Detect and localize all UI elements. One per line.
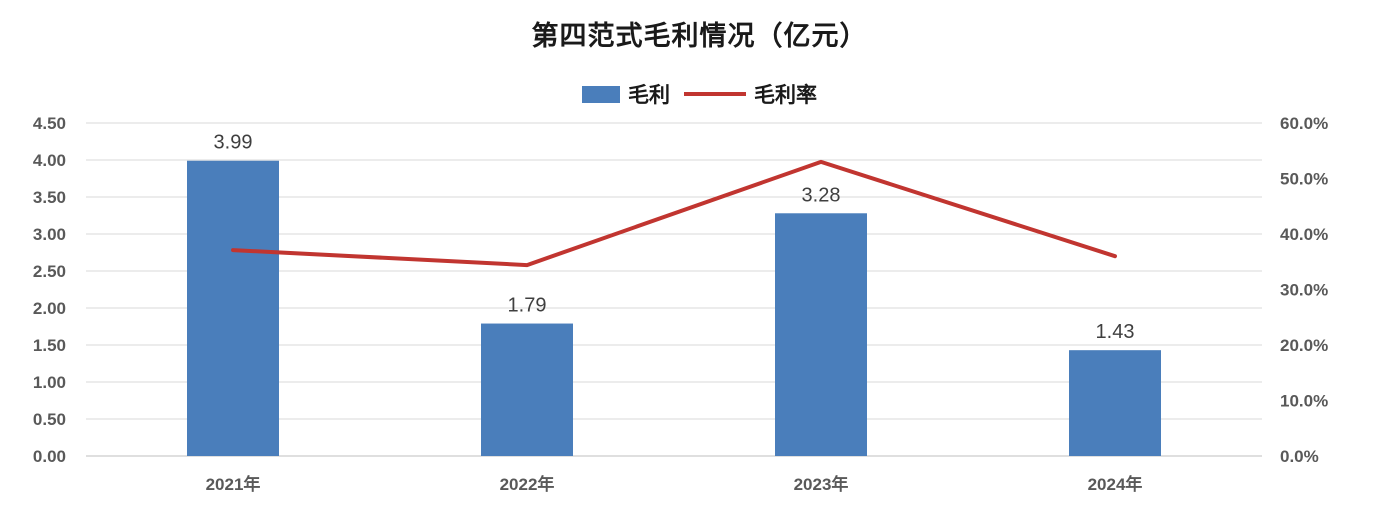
legend-label-gross-margin: 毛利率 bbox=[754, 83, 817, 107]
x-axis-label: 2022年 bbox=[500, 474, 555, 494]
right-axis-tick-label: 50.0% bbox=[1280, 170, 1328, 189]
bar-2023年 bbox=[775, 213, 867, 456]
right-axis-tick-label: 10.0% bbox=[1280, 392, 1328, 411]
left-axis-tick-label: 2.00 bbox=[33, 299, 66, 318]
left-axis-tick-label: 4.50 bbox=[33, 114, 66, 133]
legend-item-gross-margin: 毛利率 bbox=[684, 79, 817, 109]
legend-label-gross-profit: 毛利 bbox=[628, 83, 670, 107]
bar-2024年 bbox=[1069, 350, 1161, 456]
left-axis-tick-label: 1.00 bbox=[33, 373, 66, 392]
line-series-swatch-icon bbox=[684, 92, 746, 96]
legend-item-gross-profit: 毛利 bbox=[582, 79, 670, 109]
x-axis-label: 2024年 bbox=[1088, 474, 1143, 494]
bar-series-swatch-icon bbox=[582, 85, 620, 103]
gross-margin-line bbox=[231, 159, 1117, 268]
bar-value-label: 1.79 bbox=[508, 295, 547, 317]
left-axis-tick-label: 0.50 bbox=[33, 410, 66, 429]
bar-value-label: 3.99 bbox=[214, 132, 253, 154]
left-axis-tick-label: 2.50 bbox=[33, 262, 66, 281]
left-axis-tick-label: 0.00 bbox=[33, 447, 66, 466]
bar-value-label: 1.43 bbox=[1096, 321, 1135, 343]
bar-2021年 bbox=[187, 160, 279, 457]
right-axis-tick-label: 0.0% bbox=[1280, 447, 1319, 466]
right-axis-tick-label: 60.0% bbox=[1280, 114, 1328, 133]
chart-title: 第四范式毛利情况（亿元） bbox=[531, 21, 868, 51]
bar-value-label: 3.28 bbox=[802, 184, 841, 206]
chart-plot-area: 0.00 0.50 1.00 1.50 2.00 2.50 3.00 3.50 4.00 4.50… bbox=[33, 114, 1328, 494]
chart-legend: 毛利 毛利率 bbox=[0, 79, 1399, 109]
left-axis-tick-label: 1.50 bbox=[33, 336, 66, 355]
left-axis-tick-label: 3.00 bbox=[33, 225, 66, 244]
x-axis-label: 2023年 bbox=[794, 474, 849, 494]
right-axis-tick-label: 30.0% bbox=[1280, 281, 1328, 300]
right-axis-tick-label: 20.0% bbox=[1280, 336, 1328, 355]
bar-2022年 bbox=[481, 323, 573, 456]
right-axis-tick-label: 40.0% bbox=[1280, 225, 1328, 244]
x-axis-label: 2021年 bbox=[206, 474, 261, 494]
left-axis-tick-label: 4.00 bbox=[33, 151, 66, 170]
left-axis-tick-label: 3.50 bbox=[33, 188, 66, 207]
